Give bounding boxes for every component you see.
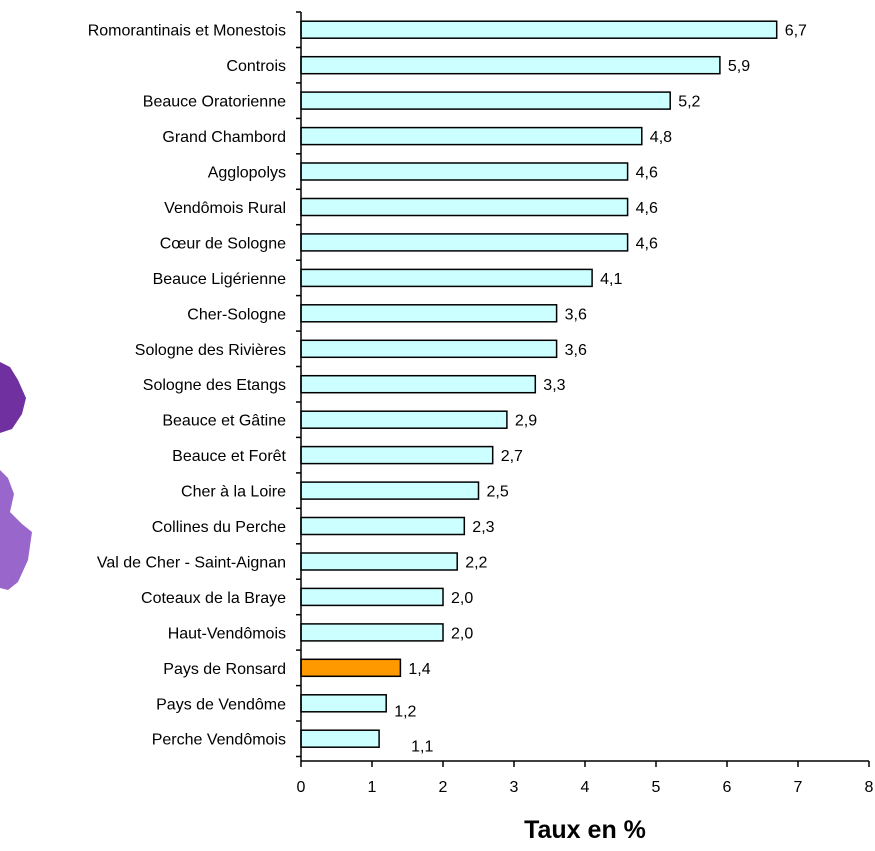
category-label: Pays de Vendôme [156,696,286,713]
category-label: Beauce Oratorienne [143,94,286,111]
category-label: Haut-Vendômois [168,625,286,642]
value-label: 2,0 [451,590,473,607]
value-label: 2,5 [487,484,509,501]
bar-0 [300,20,778,39]
bar-1 [300,55,721,75]
category-label: Coteaux de la Braye [141,590,286,607]
value-label: 2,0 [451,625,473,642]
bar-16 [300,587,444,607]
x-tick-label: 6 [723,779,732,796]
map-fragment-light-icon [0,470,32,590]
category-label: Collines du Perche [152,519,286,536]
x-tick-label: 8 [865,779,874,796]
bar-11 [300,410,508,429]
bar-20 [300,729,380,748]
category-label: Beauce et Gâtine [162,413,286,430]
bar-14 [300,516,466,536]
value-label: 2,2 [465,555,487,572]
bar-series [300,20,778,748]
axes [296,11,870,767]
x-tick-label: 5 [652,779,661,796]
value-label: 4,1 [600,271,622,288]
category-label: Val de Cher - Saint-Aignan [97,555,286,572]
x-tick-label: 4 [581,779,590,796]
value-label: 6,7 [785,23,807,40]
value-label: 1,4 [408,661,430,678]
bar-17 [300,623,444,642]
x-tick-label: 3 [510,779,519,796]
category-label: Agglopolys [208,165,286,182]
bar-4 [300,162,629,181]
bar-15 [300,552,458,571]
category-labels: Romorantinais et Monestois Controis Beauce… [88,23,287,749]
value-label: 5,2 [678,94,700,111]
value-label: 1,1 [411,739,433,756]
bar-10 [300,374,537,394]
x-tick-label: 1 [368,779,377,796]
bar-8 [300,304,558,323]
category-label: Romorantinais et Monestois [88,23,286,40]
category-label: Vendômois Rural [164,200,286,217]
bar-7 [300,268,593,288]
bar-12 [300,445,494,465]
bar-2 [300,91,671,110]
category-label: Controis [226,58,286,75]
bar-13 [300,481,480,500]
bar-5 [300,197,629,217]
bar-6 [300,233,629,252]
x-axis-title: Taux en % [524,816,646,844]
value-label: 4,6 [636,235,658,252]
category-label: Perche Vendômois [152,732,286,749]
value-label: 4,8 [650,129,672,146]
bar-18 [300,658,402,678]
x-tick-labels: 0 1 2 3 4 5 6 7 8 [297,779,874,796]
map-fragment-dark-icon [0,362,26,433]
category-label: Beauce Ligérienne [153,271,287,288]
value-label: 4,6 [636,165,658,182]
category-label: Sologne des Rivières [135,342,286,359]
value-label: 4,6 [636,200,658,217]
value-label: 2,7 [501,448,523,465]
value-labels: 6,7 5,9 5,2 4,8 4,6 4,6 4,6 4,1 3,6 3,6 3,3 2,9 2,7 2… [394,23,807,756]
bar-19 [300,694,387,713]
value-label: 2,9 [515,413,537,430]
value-label: 1,2 [394,703,416,720]
category-label: Grand Chambord [162,129,286,146]
x-tick-label: 7 [794,779,803,796]
value-label: 3,6 [565,342,587,359]
category-label: Cœur de Sologne [160,235,286,252]
bar-3 [300,126,643,146]
value-label: 2,3 [472,519,494,536]
category-label: Pays de Ronsard [163,661,286,678]
bar-9 [300,339,558,359]
category-label: Sologne des Etangs [143,377,286,394]
category-label: Cher-Sologne [187,306,286,323]
category-label: Cher à la Loire [181,484,286,501]
category-label: Beauce et Forêt [172,448,286,465]
x-tick-label: 0 [297,779,306,796]
value-label: 3,6 [565,306,587,323]
value-label: 3,3 [543,377,565,394]
x-tick-label: 2 [439,779,448,796]
value-label: 5,9 [728,58,750,75]
